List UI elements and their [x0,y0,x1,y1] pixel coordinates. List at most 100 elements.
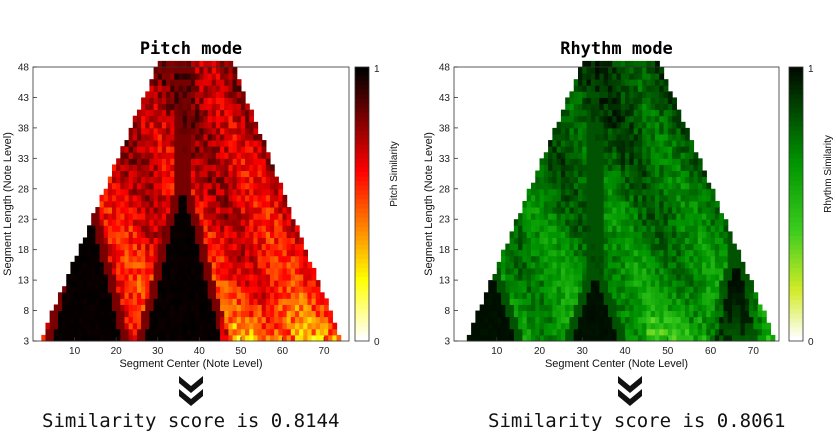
heatmap-cell [182,255,188,263]
heatmap-cell [607,97,613,104]
heatmap-cell [637,298,643,305]
heatmap-cell [714,219,720,226]
heatmap-cell [95,243,101,251]
heatmap-cell [199,121,205,129]
heatmap-cell [753,304,759,312]
heatmap-cell [203,79,209,86]
heatmap-cell [637,79,643,86]
heatmap-cell [509,334,515,342]
heatmap-cell [543,274,549,281]
heatmap-cell [299,249,304,257]
heatmap-cell [270,322,275,330]
heatmap-cell [603,170,609,178]
heatmap-cell [650,328,656,336]
heatmap-cell [565,140,571,147]
heatmap-cell [274,237,279,245]
heatmap-cell [294,267,300,275]
heatmap-cell [684,292,690,299]
heatmap-cell [599,73,605,80]
heatmap-cell [663,176,669,184]
heatmap-cell [556,322,562,330]
colorbar-swatch [789,167,803,173]
heatmap-cell [689,274,695,281]
heatmap-cell [612,109,618,117]
heatmap-cell [565,255,571,263]
heatmap-cell [265,328,271,336]
heatmap-cell [261,334,267,342]
heatmap-cell [569,334,575,342]
heatmap-cell [136,182,142,190]
heatmap-cell [590,127,596,135]
heatmap-cell [646,267,652,275]
heatmap-cell [124,182,130,190]
heatmap-cell [107,316,113,324]
heatmap-cell [637,219,643,226]
heatmap-cell [145,194,151,202]
heatmap-cell [232,158,238,165]
heatmap-cell [78,267,84,275]
heatmap-cell [616,140,622,147]
heatmap-cell [629,127,635,135]
heatmap-cell [483,310,489,318]
heatmap-cell [744,316,750,324]
heatmap-cell [625,255,630,263]
heatmap-cell [509,316,515,324]
heatmap-cell [680,316,686,324]
heatmap-cell [488,334,494,342]
heatmap-cell [578,267,583,275]
heatmap-cell [236,237,242,245]
heatmap-cell [278,298,284,305]
heatmap-cell [633,243,639,251]
heatmap-cell [719,316,725,324]
heatmap-cell [552,213,558,220]
heatmap-cell [646,164,652,171]
heatmap-cell [633,292,639,299]
heatmap-cell [539,334,545,342]
colorbar-swatch [789,98,803,105]
heatmap-cell [659,85,665,92]
heatmap-cell [249,121,254,129]
heatmap-cell [124,219,130,226]
heatmap-cell [182,170,188,178]
heatmap-cell [650,298,656,305]
heatmap-cell [178,219,184,226]
heatmap-cell [82,280,88,287]
heatmap-cell [224,79,230,86]
heatmap-cell [53,304,59,312]
heatmap-cell [637,97,643,104]
heatmap-cell [603,60,609,68]
heatmap-cell [153,213,159,220]
heatmap-cell [650,109,656,117]
heatmap-cell [599,140,605,147]
heatmap-cell [637,200,643,208]
heatmap-cell [245,298,250,305]
heatmap-cell [174,127,180,135]
heatmap-cell [66,280,72,287]
heatmap-cell [157,85,163,92]
heatmap-cell [603,316,609,324]
heatmap-cell [215,310,221,318]
heatmap-cell [629,219,635,226]
heatmap-cell [228,261,234,269]
heatmap-cell [586,225,592,232]
heatmap-cell [215,286,221,293]
heatmap-cell [78,255,84,263]
heatmap-cell [719,237,725,245]
heatmap-cell [203,237,209,245]
heatmap-cell [157,213,163,220]
heatmap-cell [714,322,720,330]
heatmap-cell [215,207,221,214]
colorbar-swatch [789,121,803,127]
heatmap-cell [650,322,656,330]
heatmap-cell [646,286,652,293]
heatmap-cell [70,328,76,336]
heatmap-cell [513,286,519,293]
heatmap-cell [257,164,263,171]
heatmap-cell [124,176,130,184]
heatmap-cell [625,200,630,208]
heatmap-cell [278,207,284,214]
heatmap-cell [182,85,188,92]
heatmap-cell [141,304,146,312]
heatmap-cell [124,316,130,324]
heatmap-cell [595,225,600,232]
